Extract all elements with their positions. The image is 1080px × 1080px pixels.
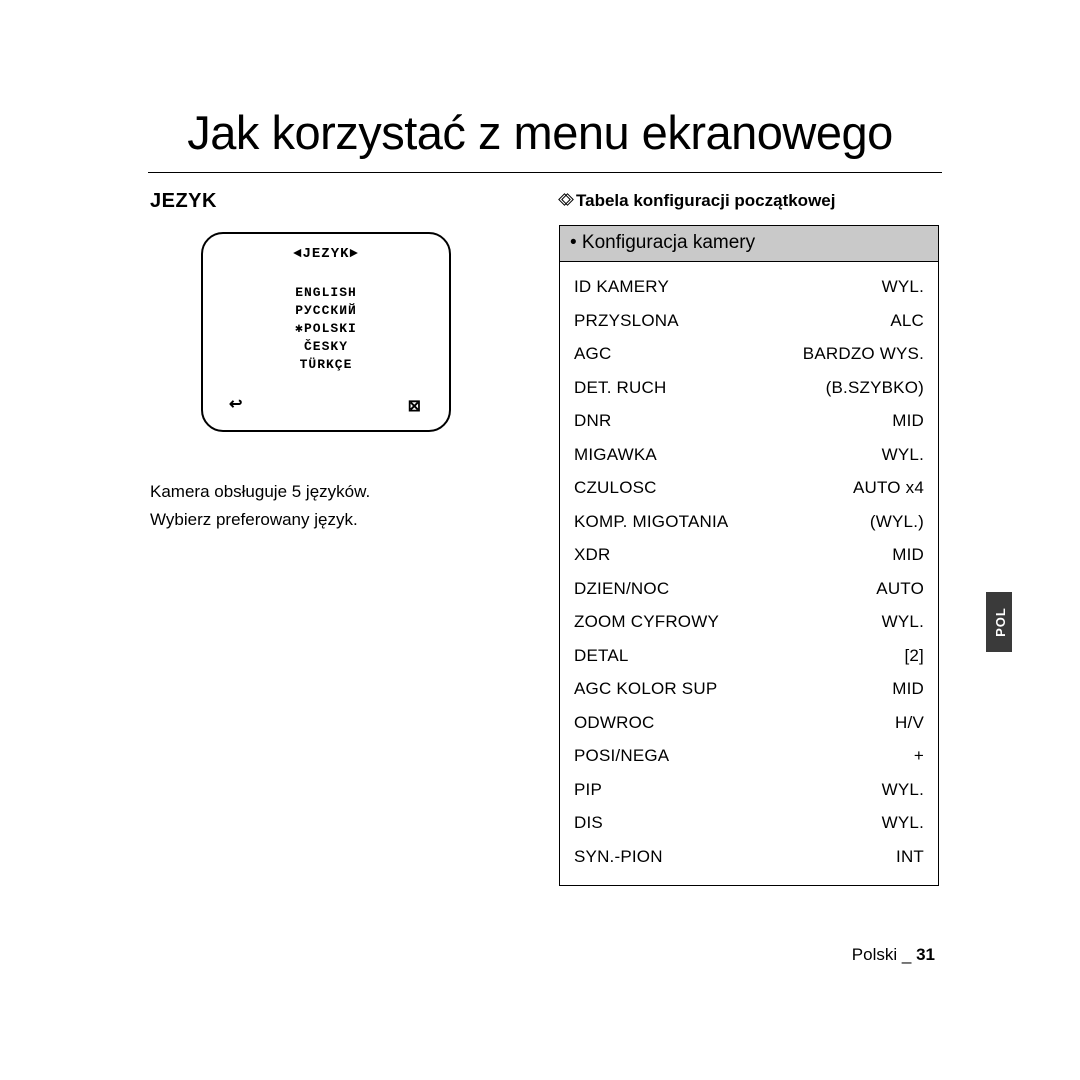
table-row: ID KAMERY WYL. — [574, 270, 924, 304]
table-row-value: WYL. — [882, 806, 924, 840]
table-row-key: PRZYSLONA — [574, 304, 679, 338]
table-row-value: (WYL.) — [870, 505, 924, 539]
osd-lang-polski: ✱POLSKI — [203, 320, 449, 338]
table-row: AGC BARDZO WYS. — [574, 337, 924, 371]
page-number: 31 — [916, 945, 935, 964]
config-table: • Konfiguracja kamery ID KAMERYWYL.PRZYS… — [559, 225, 939, 886]
language-side-tab: POL — [986, 592, 1012, 652]
table-row-key: DNR — [574, 404, 611, 438]
config-subtitle: Tabela konfiguracji początkowej — [560, 191, 835, 211]
title-underline — [148, 172, 942, 173]
table-row: ZOOM CYFROWY WYL. — [574, 605, 924, 639]
table-row: XDR MID — [574, 538, 924, 572]
config-table-title: • Konfiguracja kamery — [560, 226, 938, 262]
table-row-key: XDR — [574, 538, 611, 572]
osd-lang-russian: РУССКИЙ — [203, 302, 449, 320]
section-heading-jezyk: JEZYK — [150, 190, 217, 213]
table-row: DET. RUCH (B.SZYBKO) — [574, 371, 924, 405]
table-row-value: AUTO x4 — [853, 471, 924, 505]
config-subtitle-text: Tabela konfiguracji początkowej — [576, 191, 835, 210]
table-row-key: AGC KOLOR SUP — [574, 672, 717, 706]
back-icon: ↩ — [229, 394, 242, 414]
table-row-value: WYL. — [882, 605, 924, 639]
osd-lang-turkce: TÜRKÇE — [203, 356, 449, 374]
table-row-key: CZULOSC — [574, 471, 657, 505]
table-row-value: ALC — [890, 304, 924, 338]
table-row-value: H/V — [895, 706, 924, 740]
table-row: DETAL [2] — [574, 639, 924, 673]
table-row: SYN.-PION INT — [574, 840, 924, 874]
table-row: DNR MID — [574, 404, 924, 438]
table-row-key: MIGAWKA — [574, 438, 657, 472]
side-tab-label: POL — [988, 607, 1014, 637]
osd-title: ◄JEZYK► — [203, 246, 449, 262]
table-row-value: MID — [892, 538, 924, 572]
table-row-key: ZOOM CYFROWY — [574, 605, 719, 639]
close-icon: ⊠ — [408, 396, 421, 416]
table-row-value: MID — [892, 672, 924, 706]
table-row-key: DETAL — [574, 639, 629, 673]
body-text-line-2: Wybierz preferowany język. — [150, 510, 358, 530]
config-table-body: ID KAMERYWYL.PRZYSLONAALCAGCBARDZO WYS.D… — [560, 262, 938, 885]
table-row: CZULOSC AUTO x4 — [574, 471, 924, 505]
table-row-value: INT — [896, 840, 924, 874]
table-row: DIS WYL. — [574, 806, 924, 840]
table-row-key: DET. RUCH — [574, 371, 666, 405]
osd-language-list: ENGLISH РУССКИЙ ✱POLSKI ČESKY TÜRKÇE — [203, 284, 449, 374]
table-row-value: BARDZO WYS. — [803, 337, 924, 371]
table-row-key: DZIEN/NOC — [574, 572, 669, 606]
table-row: AGC KOLOR SUP MID — [574, 672, 924, 706]
table-row-key: DIS — [574, 806, 603, 840]
table-row: MIGAWKA WYL. — [574, 438, 924, 472]
table-row-key: PIP — [574, 773, 602, 807]
table-row: PRZYSLONA ALC — [574, 304, 924, 338]
osd-lang-english: ENGLISH — [203, 284, 449, 302]
manual-page: Jak korzystać z menu ekranowego JEZYK ◄J… — [0, 0, 1080, 1080]
table-row: KOMP. MIGOTANIA (WYL.) — [574, 505, 924, 539]
table-row-value: + — [914, 739, 924, 773]
table-row-value: WYL. — [882, 773, 924, 807]
table-row: DZIEN/NOC AUTO — [574, 572, 924, 606]
footer-sep: _ — [902, 945, 911, 964]
body-text-line-1: Kamera obsługuje 5 języków. — [150, 482, 370, 502]
table-row-key: POSI/NEGA — [574, 739, 669, 773]
table-row: PIP WYL. — [574, 773, 924, 807]
table-row: POSI/NEGA + — [574, 739, 924, 773]
table-row: ODWROC H/V — [574, 706, 924, 740]
table-row-key: AGC — [574, 337, 611, 371]
osd-lang-cesky: ČESKY — [203, 338, 449, 356]
page-footer: Polski _ 31 — [852, 945, 935, 965]
table-row-value: AUTO — [876, 572, 924, 606]
table-row-key: ODWROC — [574, 706, 655, 740]
table-row-key: KOMP. MIGOTANIA — [574, 505, 728, 539]
table-row-value: WYL. — [882, 270, 924, 304]
footer-lang: Polski — [852, 945, 897, 964]
osd-language-box: ◄JEZYK► ENGLISH РУССКИЙ ✱POLSKI ČESKY TÜ… — [201, 232, 451, 432]
table-row-value: (B.SZYBKO) — [826, 371, 924, 405]
table-row-value: WYL. — [882, 438, 924, 472]
table-row-key: SYN.-PION — [574, 840, 663, 874]
table-row-key: ID KAMERY — [574, 270, 669, 304]
page-title: Jak korzystać z menu ekranowego — [0, 105, 1080, 160]
table-row-value: MID — [892, 404, 924, 438]
table-row-value: [2] — [904, 639, 924, 673]
diamond-icon — [560, 194, 570, 204]
